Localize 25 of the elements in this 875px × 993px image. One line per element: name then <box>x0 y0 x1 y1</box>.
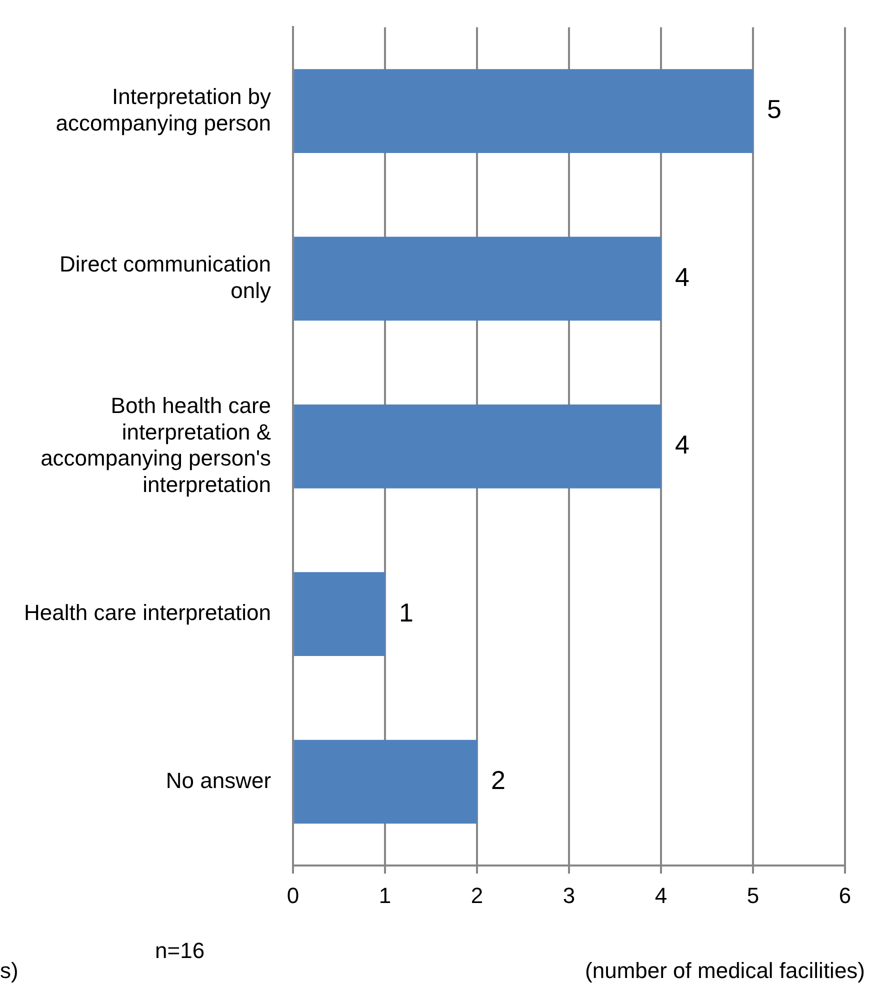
text: s) <box>0 958 18 984</box>
x-tick-label: 0 <box>286 882 300 908</box>
bar <box>294 69 754 153</box>
x-tick-label: 2 <box>470 882 484 908</box>
data-label: 4 <box>675 262 690 292</box>
y-tick-label: Direct communication only <box>60 252 272 303</box>
x-tick-label: 5 <box>746 882 760 908</box>
bar <box>294 572 386 656</box>
bar <box>294 236 662 321</box>
data-label: 2 <box>491 764 506 795</box>
data-label: 4 <box>675 430 690 460</box>
y-tick-label: Health care interpretation <box>24 600 272 626</box>
text: (number of medical facilities) <box>585 958 865 984</box>
x-tick-label: 4 <box>654 882 668 908</box>
data-label: 1 <box>399 597 414 628</box>
x-tick-label: 3 <box>562 882 576 908</box>
x-tick-label: 6 <box>838 882 852 908</box>
data-label: 5 <box>767 94 782 124</box>
bar <box>294 740 478 824</box>
y-tick-label: Interpretation by accompanying person <box>56 84 272 136</box>
x-tick-label: 1 <box>378 882 392 908</box>
text: n=16 <box>155 938 205 964</box>
y-tick-label: No answer <box>166 768 272 793</box>
y-tick-label: Both health care interpretation & accompanying person's interpretation <box>40 392 272 498</box>
bar <box>294 404 662 488</box>
